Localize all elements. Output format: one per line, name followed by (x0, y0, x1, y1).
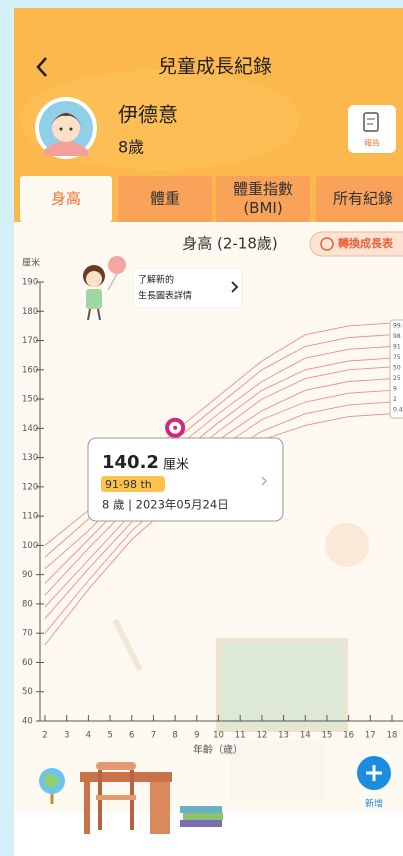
avatar (35, 97, 97, 159)
x-tick-label: 10 (213, 731, 224, 741)
x-tick-label: 9 (194, 731, 199, 741)
y-tick-label: 60 (22, 658, 33, 668)
legend-label: 25 (393, 375, 401, 382)
report-button[interactable]: 報告 (348, 105, 396, 153)
x-tick-label: 17 (365, 731, 376, 741)
legend-label: 91 (393, 344, 401, 351)
tooltip-value: 140.2 (102, 452, 159, 473)
tab-label: 身高 (51, 190, 81, 208)
tab[interactable]: 身高 (20, 176, 112, 222)
legend-label: 50 (393, 365, 401, 372)
tooltip[interactable]: 140.2 厘米 91-98 th 8 歲 | 2023年05月24日 (88, 438, 283, 521)
tab[interactable]: 體重指數(BMI) (216, 176, 310, 222)
switch-label: 轉換成長表 (338, 236, 394, 250)
x-tick-label: 5 (107, 731, 112, 741)
tooltip-date: 8 歲 | 2023年05月24日 (102, 498, 229, 512)
y-unit: 厘米 (22, 257, 40, 269)
tab-label: 所有紀錄 (333, 190, 393, 208)
x-tick-label: 12 (256, 731, 267, 741)
y-tick-label: 50 (22, 687, 33, 697)
x-tick-label: 7 (151, 731, 156, 741)
info-card[interactable] (133, 268, 242, 308)
tab[interactable]: 所有紀錄 (316, 176, 403, 222)
tab-label: 體重指數 (233, 180, 293, 198)
legend-label: 2 (393, 396, 397, 403)
info-line: 生長圖表詳情 (138, 290, 192, 302)
legend-label: 99.6 (393, 323, 403, 330)
y-tick-label: 190 (22, 278, 38, 288)
add-label: 新增 (365, 798, 383, 810)
y-tick-label: 170 (22, 336, 38, 346)
x-axis-label: 年齡（歲） (193, 743, 243, 756)
app-screen: 兒童成長紀錄 伊德意 8歲 報告 身高 (2-18歲) 轉換成長表 厘米 了解新 (0, 0, 403, 856)
tooltip-percentile: 91-98 th (105, 478, 152, 491)
tab-label: (BMI) (243, 199, 282, 217)
y-tick-label: 40 (22, 717, 33, 727)
y-tick-label: 110 (22, 512, 38, 522)
x-tick-label: 2 (42, 731, 47, 741)
x-tick-label: 4 (86, 731, 91, 741)
x-tick-label: 8 (172, 731, 177, 741)
info-line: 了解新的 (138, 274, 174, 286)
page: {"header":{"title":"兒童成長紀錄"}, "profile":… (0, 0, 403, 856)
y-tick-label: 90 (22, 570, 33, 580)
chart-title: 身高 (2-18歲) (182, 235, 278, 253)
y-tick-label: 70 (22, 629, 33, 639)
x-tick-label: 13 (278, 731, 289, 741)
header-title: 兒童成長紀錄 (158, 56, 272, 78)
tooltip-unit: 厘米 (163, 458, 189, 473)
x-tick-label: 18 (387, 731, 398, 741)
report-label: 報告 (364, 138, 380, 148)
legend-label: 9 (393, 386, 397, 393)
y-tick-label: 80 (22, 599, 33, 609)
y-tick-label: 100 (22, 541, 38, 551)
profile-age: 8歲 (118, 138, 144, 157)
y-tick-label: 150 (22, 395, 38, 405)
y-tick-label: 160 (22, 365, 38, 375)
y-tick-label: 180 (22, 307, 38, 317)
x-tick-label: 14 (300, 731, 311, 741)
profile-name: 伊德意 (118, 103, 178, 127)
x-tick-label: 15 (322, 731, 333, 741)
x-tick-label: 3 (64, 731, 69, 741)
data-point-dot (173, 426, 177, 430)
legend-label: 75 (393, 354, 401, 361)
y-tick-label: 140 (22, 424, 38, 434)
add-button[interactable] (357, 756, 391, 790)
y-tick-label: 120 (22, 482, 38, 492)
y-tick-label: 130 (22, 453, 38, 463)
x-tick-label: 16 (343, 731, 354, 741)
legend-label: 98 (393, 333, 401, 340)
legend-label: 0.4 (393, 407, 403, 414)
x-tick-label: 6 (129, 731, 134, 741)
tab[interactable]: 體重 (118, 176, 212, 222)
tab-label: 體重 (150, 190, 180, 208)
x-tick-label: 11 (235, 731, 246, 741)
